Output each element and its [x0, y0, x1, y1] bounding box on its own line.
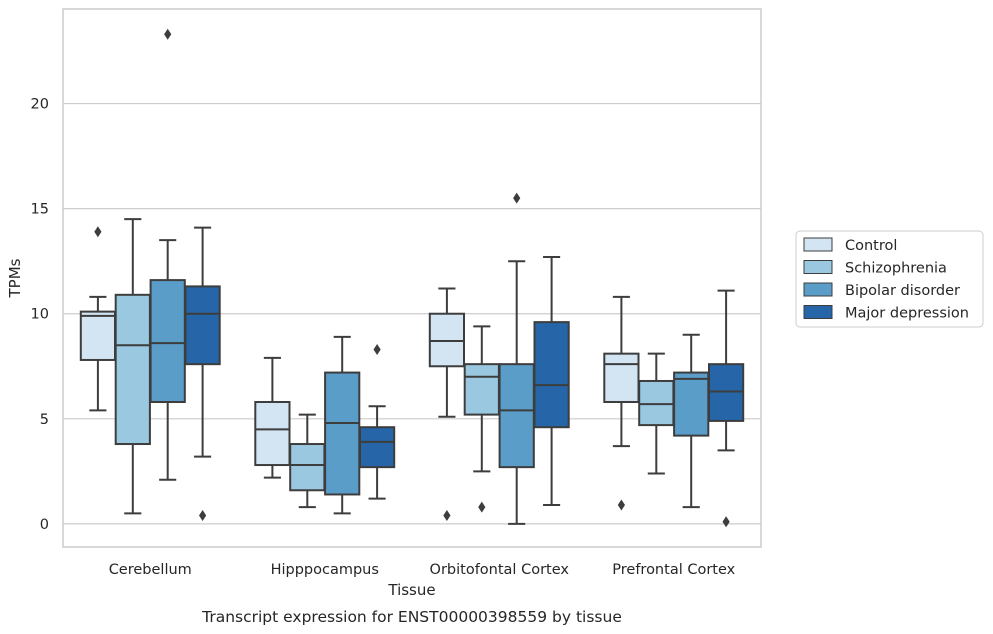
box-body: [463, 363, 500, 416]
legend[interactable]: Control Schizophrenia Bipolar disorder Majo…: [795, 230, 984, 328]
box-body: [114, 293, 151, 446]
box: [254, 356, 291, 479]
legend-item[interactable]: Major depression: [803, 305, 969, 322]
box-body: [358, 426, 396, 469]
x-tick-label: Cerebellum: [109, 562, 192, 578]
outlier-point: [617, 499, 625, 511]
x-tick-label: Hipppocampus: [271, 562, 379, 578]
legend-label: Bipolar disorder: [845, 283, 960, 299]
box-body: [79, 310, 117, 361]
box: [673, 333, 710, 509]
legend-item[interactable]: Bipolar disorder: [803, 282, 960, 299]
chart-title: Transcript expression for ENST0000039855…: [201, 608, 622, 626]
y-tick-label: 0: [40, 517, 49, 533]
y-axis-ticks: 0 5 10 15 20: [31, 97, 49, 533]
series-schizophrenia: [114, 218, 675, 515]
box-body: [498, 363, 535, 469]
box: [498, 192, 535, 525]
box-body: [603, 352, 640, 403]
legend-items: Control Schizophrenia Bipolar disorder Majo…: [803, 237, 969, 322]
y-tick-label: 10: [31, 307, 49, 323]
box-body: [254, 400, 291, 467]
y-tick-label: 5: [40, 412, 49, 428]
box: [149, 28, 186, 481]
box: [603, 295, 640, 511]
outlier-point: [722, 516, 730, 528]
legend-label: Schizophrenia: [845, 261, 947, 277]
legend-swatch: [803, 260, 833, 274]
outlier-point: [478, 501, 486, 513]
box-body: [324, 371, 361, 496]
box-series: [79, 28, 745, 528]
series-major-depression: [184, 226, 745, 528]
series-bipolar-disorder: [149, 28, 710, 525]
box: [707, 289, 745, 528]
box-body: [638, 379, 675, 427]
box-body: [289, 443, 326, 492]
y-tick-label: 20: [31, 97, 49, 113]
outlier-point: [513, 192, 521, 204]
legend-label: Major depression: [845, 306, 969, 322]
box: [533, 255, 570, 506]
y-axis-label: TPMs: [6, 258, 24, 298]
box: [184, 226, 221, 521]
legend-swatch: [803, 237, 833, 252]
outlier-point: [199, 509, 207, 521]
box: [358, 343, 396, 500]
x-axis-label: Tissue: [387, 581, 435, 599]
legend-swatch: [803, 305, 833, 319]
outlier-point: [164, 28, 172, 40]
legend-label: Control: [845, 238, 897, 254]
box-body: [673, 371, 710, 437]
box: [114, 218, 151, 515]
box-body: [184, 285, 221, 366]
legend-swatch: [803, 282, 833, 297]
x-tick-label: Prefrontal Cortex: [612, 562, 735, 578]
box: [428, 287, 466, 521]
box: [79, 226, 117, 412]
plot-area-frame: [62, 8, 762, 548]
x-axis-ticks: Cerebellum Hipppocampus Orbitofontal Corte…: [109, 562, 736, 578]
legend-item[interactable]: Control: [803, 237, 897, 254]
outlier-point: [373, 343, 381, 355]
x-tick-label: Orbitofontal Cortex: [430, 562, 570, 578]
box-body: [149, 279, 186, 403]
legend-item[interactable]: Schizophrenia: [803, 260, 947, 277]
box-body: [707, 363, 745, 422]
outlier-point: [443, 509, 451, 521]
box: [638, 352, 675, 475]
legend-frame: [795, 230, 984, 328]
box: [289, 413, 326, 509]
box-body: [428, 312, 466, 368]
box: [463, 325, 500, 513]
outlier-point: [94, 226, 102, 238]
box-body: [533, 321, 570, 429]
y-tick-label: 15: [31, 202, 49, 218]
box: [324, 335, 361, 515]
